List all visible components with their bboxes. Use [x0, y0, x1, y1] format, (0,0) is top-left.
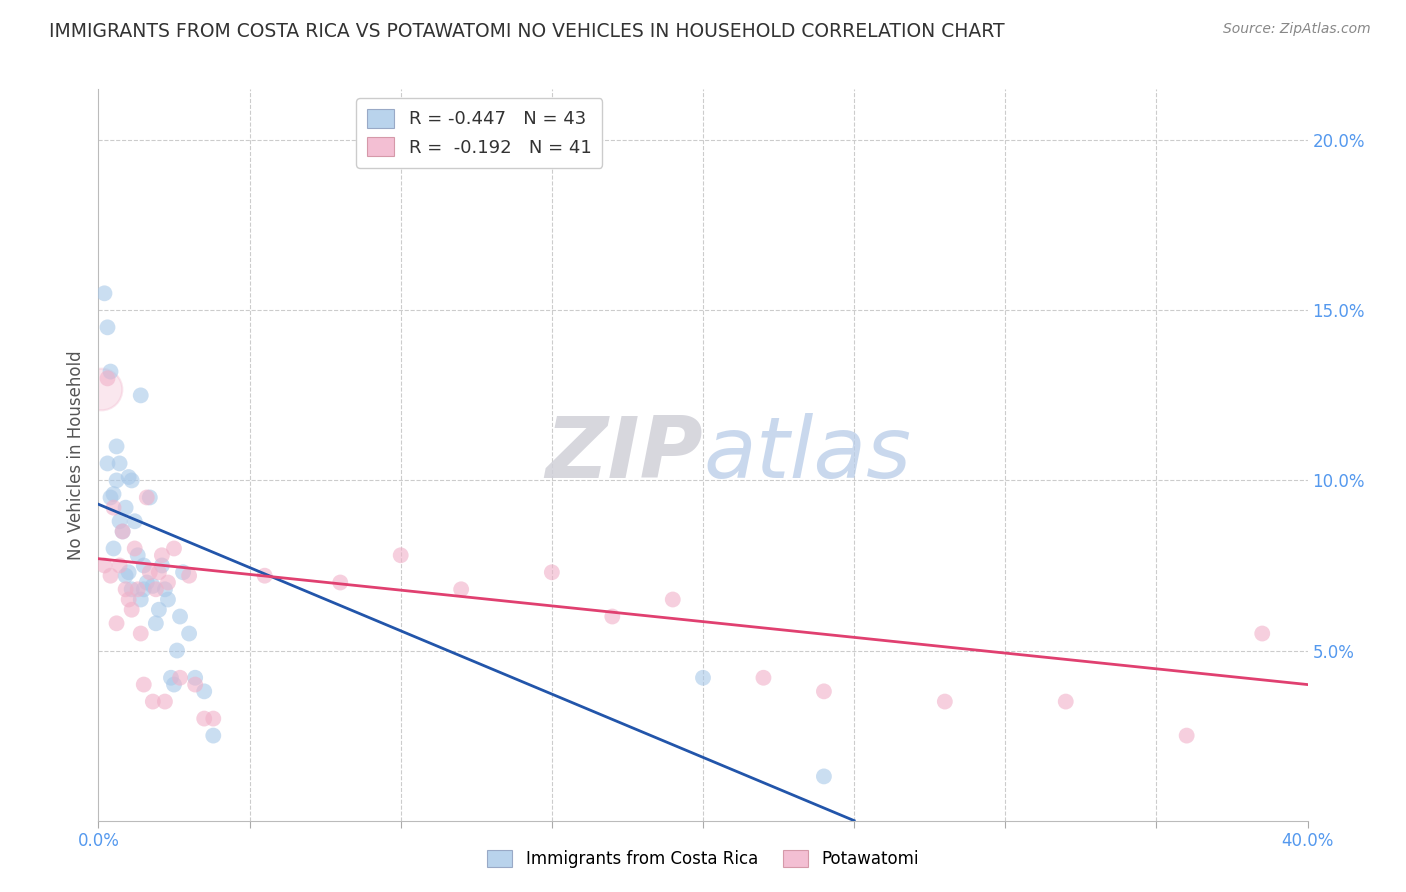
- Point: [389, 549, 412, 563]
- Point: [108, 457, 131, 471]
- Point: [179, 626, 201, 640]
- Text: atlas: atlas: [703, 413, 911, 497]
- Point: [153, 582, 176, 597]
- Point: [150, 549, 173, 563]
- Point: [540, 566, 562, 580]
- Point: [602, 609, 624, 624]
- Point: [135, 491, 157, 505]
- Point: [132, 582, 155, 597]
- Point: [172, 566, 194, 580]
- Point: [148, 603, 170, 617]
- Point: [105, 616, 128, 631]
- Point: [661, 592, 683, 607]
- Point: [121, 582, 143, 597]
- Text: Source: ZipAtlas.com: Source: ZipAtlas.com: [1223, 22, 1371, 37]
- Point: [96, 320, 118, 334]
- Point: [127, 549, 149, 563]
- Point: [129, 388, 152, 402]
- Legend: R = -0.447   N = 43, R =  -0.192   N = 41: R = -0.447 N = 43, R = -0.192 N = 41: [356, 98, 602, 168]
- Point: [145, 582, 167, 597]
- Point: [127, 582, 149, 597]
- Point: [253, 568, 276, 582]
- Point: [118, 592, 141, 607]
- Point: [124, 514, 146, 528]
- Point: [121, 603, 143, 617]
- Point: [100, 568, 122, 582]
- Point: [132, 677, 155, 691]
- Text: ZIP: ZIP: [546, 413, 703, 497]
- Point: [1054, 695, 1077, 709]
- Point: [93, 286, 115, 301]
- Point: [105, 474, 128, 488]
- Point: [142, 579, 165, 593]
- Point: [108, 558, 131, 573]
- Point: [169, 671, 191, 685]
- Point: [329, 575, 352, 590]
- Point: [202, 729, 225, 743]
- Point: [114, 582, 136, 597]
- Point: [100, 365, 122, 379]
- Point: [135, 575, 157, 590]
- Point: [1175, 729, 1198, 743]
- Point: [184, 671, 207, 685]
- Point: [150, 558, 173, 573]
- Point: [129, 592, 152, 607]
- Point: [103, 500, 125, 515]
- Point: [124, 541, 146, 556]
- Point: [108, 514, 131, 528]
- Point: [139, 491, 162, 505]
- Point: [114, 500, 136, 515]
- Point: [156, 592, 179, 607]
- Point: [193, 684, 215, 698]
- Point: [105, 439, 128, 453]
- Point: [166, 643, 188, 657]
- Point: [93, 558, 115, 573]
- Point: [118, 470, 141, 484]
- Point: [1251, 626, 1274, 640]
- Point: [103, 541, 125, 556]
- Point: [100, 491, 122, 505]
- Point: [96, 457, 118, 471]
- Point: [145, 616, 167, 631]
- Point: [752, 671, 775, 685]
- Point: [163, 677, 186, 691]
- Point: [96, 371, 118, 385]
- Point: [692, 671, 714, 685]
- Point: [813, 769, 835, 783]
- Point: [934, 695, 956, 709]
- Point: [153, 695, 176, 709]
- Point: [114, 568, 136, 582]
- Point: [156, 575, 179, 590]
- Point: [163, 541, 186, 556]
- Point: [132, 558, 155, 573]
- Point: [160, 671, 183, 685]
- Point: [111, 524, 134, 539]
- Point: [103, 487, 125, 501]
- Point: [121, 474, 143, 488]
- Point: [118, 566, 141, 580]
- Text: IMMIGRANTS FROM COSTA RICA VS POTAWATOMI NO VEHICLES IN HOUSEHOLD CORRELATION CH: IMMIGRANTS FROM COSTA RICA VS POTAWATOMI…: [49, 22, 1005, 41]
- Point: [139, 566, 162, 580]
- Legend: Immigrants from Costa Rica, Potawatomi: Immigrants from Costa Rica, Potawatomi: [481, 843, 925, 875]
- Point: [202, 712, 225, 726]
- Point: [142, 695, 165, 709]
- Point: [90, 382, 112, 396]
- Point: [184, 677, 207, 691]
- Point: [193, 712, 215, 726]
- Point: [169, 609, 191, 624]
- Point: [450, 582, 472, 597]
- Point: [111, 524, 134, 539]
- Point: [179, 568, 201, 582]
- Point: [813, 684, 835, 698]
- Y-axis label: No Vehicles in Household: No Vehicles in Household: [66, 350, 84, 560]
- Point: [129, 626, 152, 640]
- Point: [148, 566, 170, 580]
